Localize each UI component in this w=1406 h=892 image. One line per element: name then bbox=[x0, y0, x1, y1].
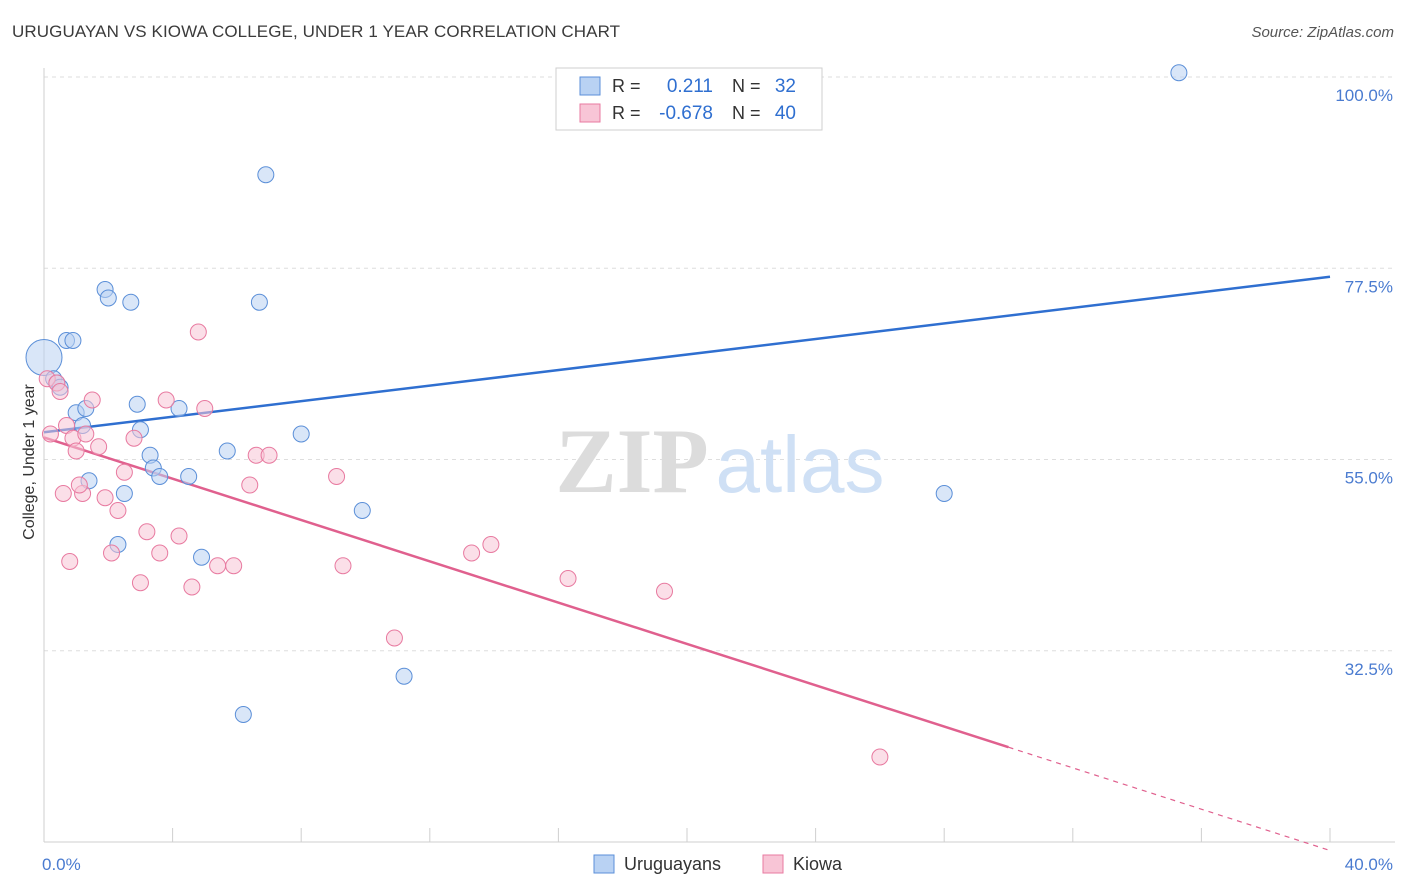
stats-legend: R = 0.211 N = 32 R = -0.678 N = 40 bbox=[555, 67, 823, 131]
data-point bbox=[157, 391, 175, 409]
watermark-atlas: atlas bbox=[716, 420, 885, 509]
data-point bbox=[559, 570, 577, 587]
series-legend: Uruguayans Kiowa bbox=[593, 854, 843, 874]
data-point bbox=[260, 446, 278, 464]
trendline bbox=[43, 436, 1009, 749]
y-tick-label: 32.5% bbox=[1345, 660, 1393, 679]
x-tick-label: 0.0% bbox=[42, 855, 81, 874]
data-point bbox=[115, 463, 133, 481]
data-point bbox=[193, 548, 211, 566]
data-point bbox=[463, 544, 481, 562]
data-point bbox=[83, 391, 101, 409]
legend-label: Kiowa bbox=[793, 854, 843, 874]
data-point bbox=[99, 289, 117, 307]
data-point bbox=[1170, 64, 1188, 82]
data-point bbox=[170, 527, 188, 545]
data-point bbox=[77, 425, 95, 443]
data-point bbox=[25, 339, 63, 376]
data-point bbox=[871, 748, 889, 766]
legend-swatch bbox=[762, 854, 784, 874]
r-label: R = bbox=[612, 103, 641, 123]
x-tick-label: 40.0% bbox=[1345, 855, 1393, 874]
data-point bbox=[128, 395, 146, 413]
legend-label: Uruguayans bbox=[624, 854, 721, 874]
data-point bbox=[225, 557, 243, 575]
watermark-zip: ZIP bbox=[555, 410, 708, 512]
data-point bbox=[103, 544, 121, 562]
data-point bbox=[151, 544, 169, 562]
data-point bbox=[131, 574, 149, 592]
data-point bbox=[70, 476, 88, 494]
data-point bbox=[138, 523, 156, 541]
data-point bbox=[96, 489, 114, 507]
chart-title: URUGUAYAN VS KIOWA COLLEGE, UNDER 1 YEAR… bbox=[12, 22, 621, 41]
y-axis-label: College, Under 1 year bbox=[21, 384, 38, 540]
data-point bbox=[334, 557, 352, 575]
data-point bbox=[64, 332, 82, 349]
y-tick-label: 55.0% bbox=[1345, 469, 1393, 488]
n-label: N = bbox=[732, 103, 761, 123]
data-point bbox=[180, 468, 198, 485]
trendline bbox=[43, 275, 1331, 434]
source-label: Source: ZipAtlas.com bbox=[1251, 24, 1394, 41]
data-point bbox=[54, 485, 72, 502]
data-point bbox=[115, 485, 133, 502]
data-point bbox=[41, 425, 59, 443]
n-value: 40 bbox=[775, 103, 796, 124]
data-point bbox=[196, 400, 214, 417]
data-point bbox=[183, 578, 201, 596]
r-value: -0.678 bbox=[659, 103, 713, 124]
data-point bbox=[170, 400, 188, 417]
data-point bbox=[328, 468, 346, 485]
legend-swatch bbox=[579, 76, 601, 96]
r-value: 0.211 bbox=[667, 76, 713, 97]
data-point bbox=[51, 383, 69, 400]
data-point bbox=[250, 293, 268, 311]
data-point bbox=[395, 667, 413, 685]
data-point bbox=[482, 536, 500, 553]
n-value: 32 bbox=[775, 76, 796, 97]
data-point bbox=[353, 502, 371, 519]
legend-swatch bbox=[593, 854, 615, 874]
y-tick-label: 77.5% bbox=[1345, 277, 1393, 296]
data-point bbox=[189, 323, 207, 341]
trendline-extension bbox=[1008, 746, 1331, 852]
data-point bbox=[234, 706, 252, 723]
data-point bbox=[109, 502, 127, 519]
data-point bbox=[122, 293, 140, 311]
data-point bbox=[125, 429, 143, 447]
data-point bbox=[292, 425, 310, 443]
y-tick-label: 100.0% bbox=[1335, 86, 1393, 105]
data-point bbox=[90, 438, 108, 456]
data-point bbox=[209, 557, 227, 575]
legend-swatch bbox=[579, 103, 601, 123]
data-point bbox=[218, 442, 236, 460]
data-point bbox=[655, 582, 673, 600]
data-point bbox=[385, 629, 403, 647]
data-point bbox=[935, 485, 953, 502]
data-point bbox=[67, 442, 85, 460]
data-point bbox=[257, 166, 275, 184]
data-point bbox=[61, 553, 79, 570]
data-point bbox=[241, 476, 259, 494]
n-label: N = bbox=[732, 76, 761, 96]
r-label: R = bbox=[612, 76, 641, 96]
data-point bbox=[151, 468, 169, 485]
